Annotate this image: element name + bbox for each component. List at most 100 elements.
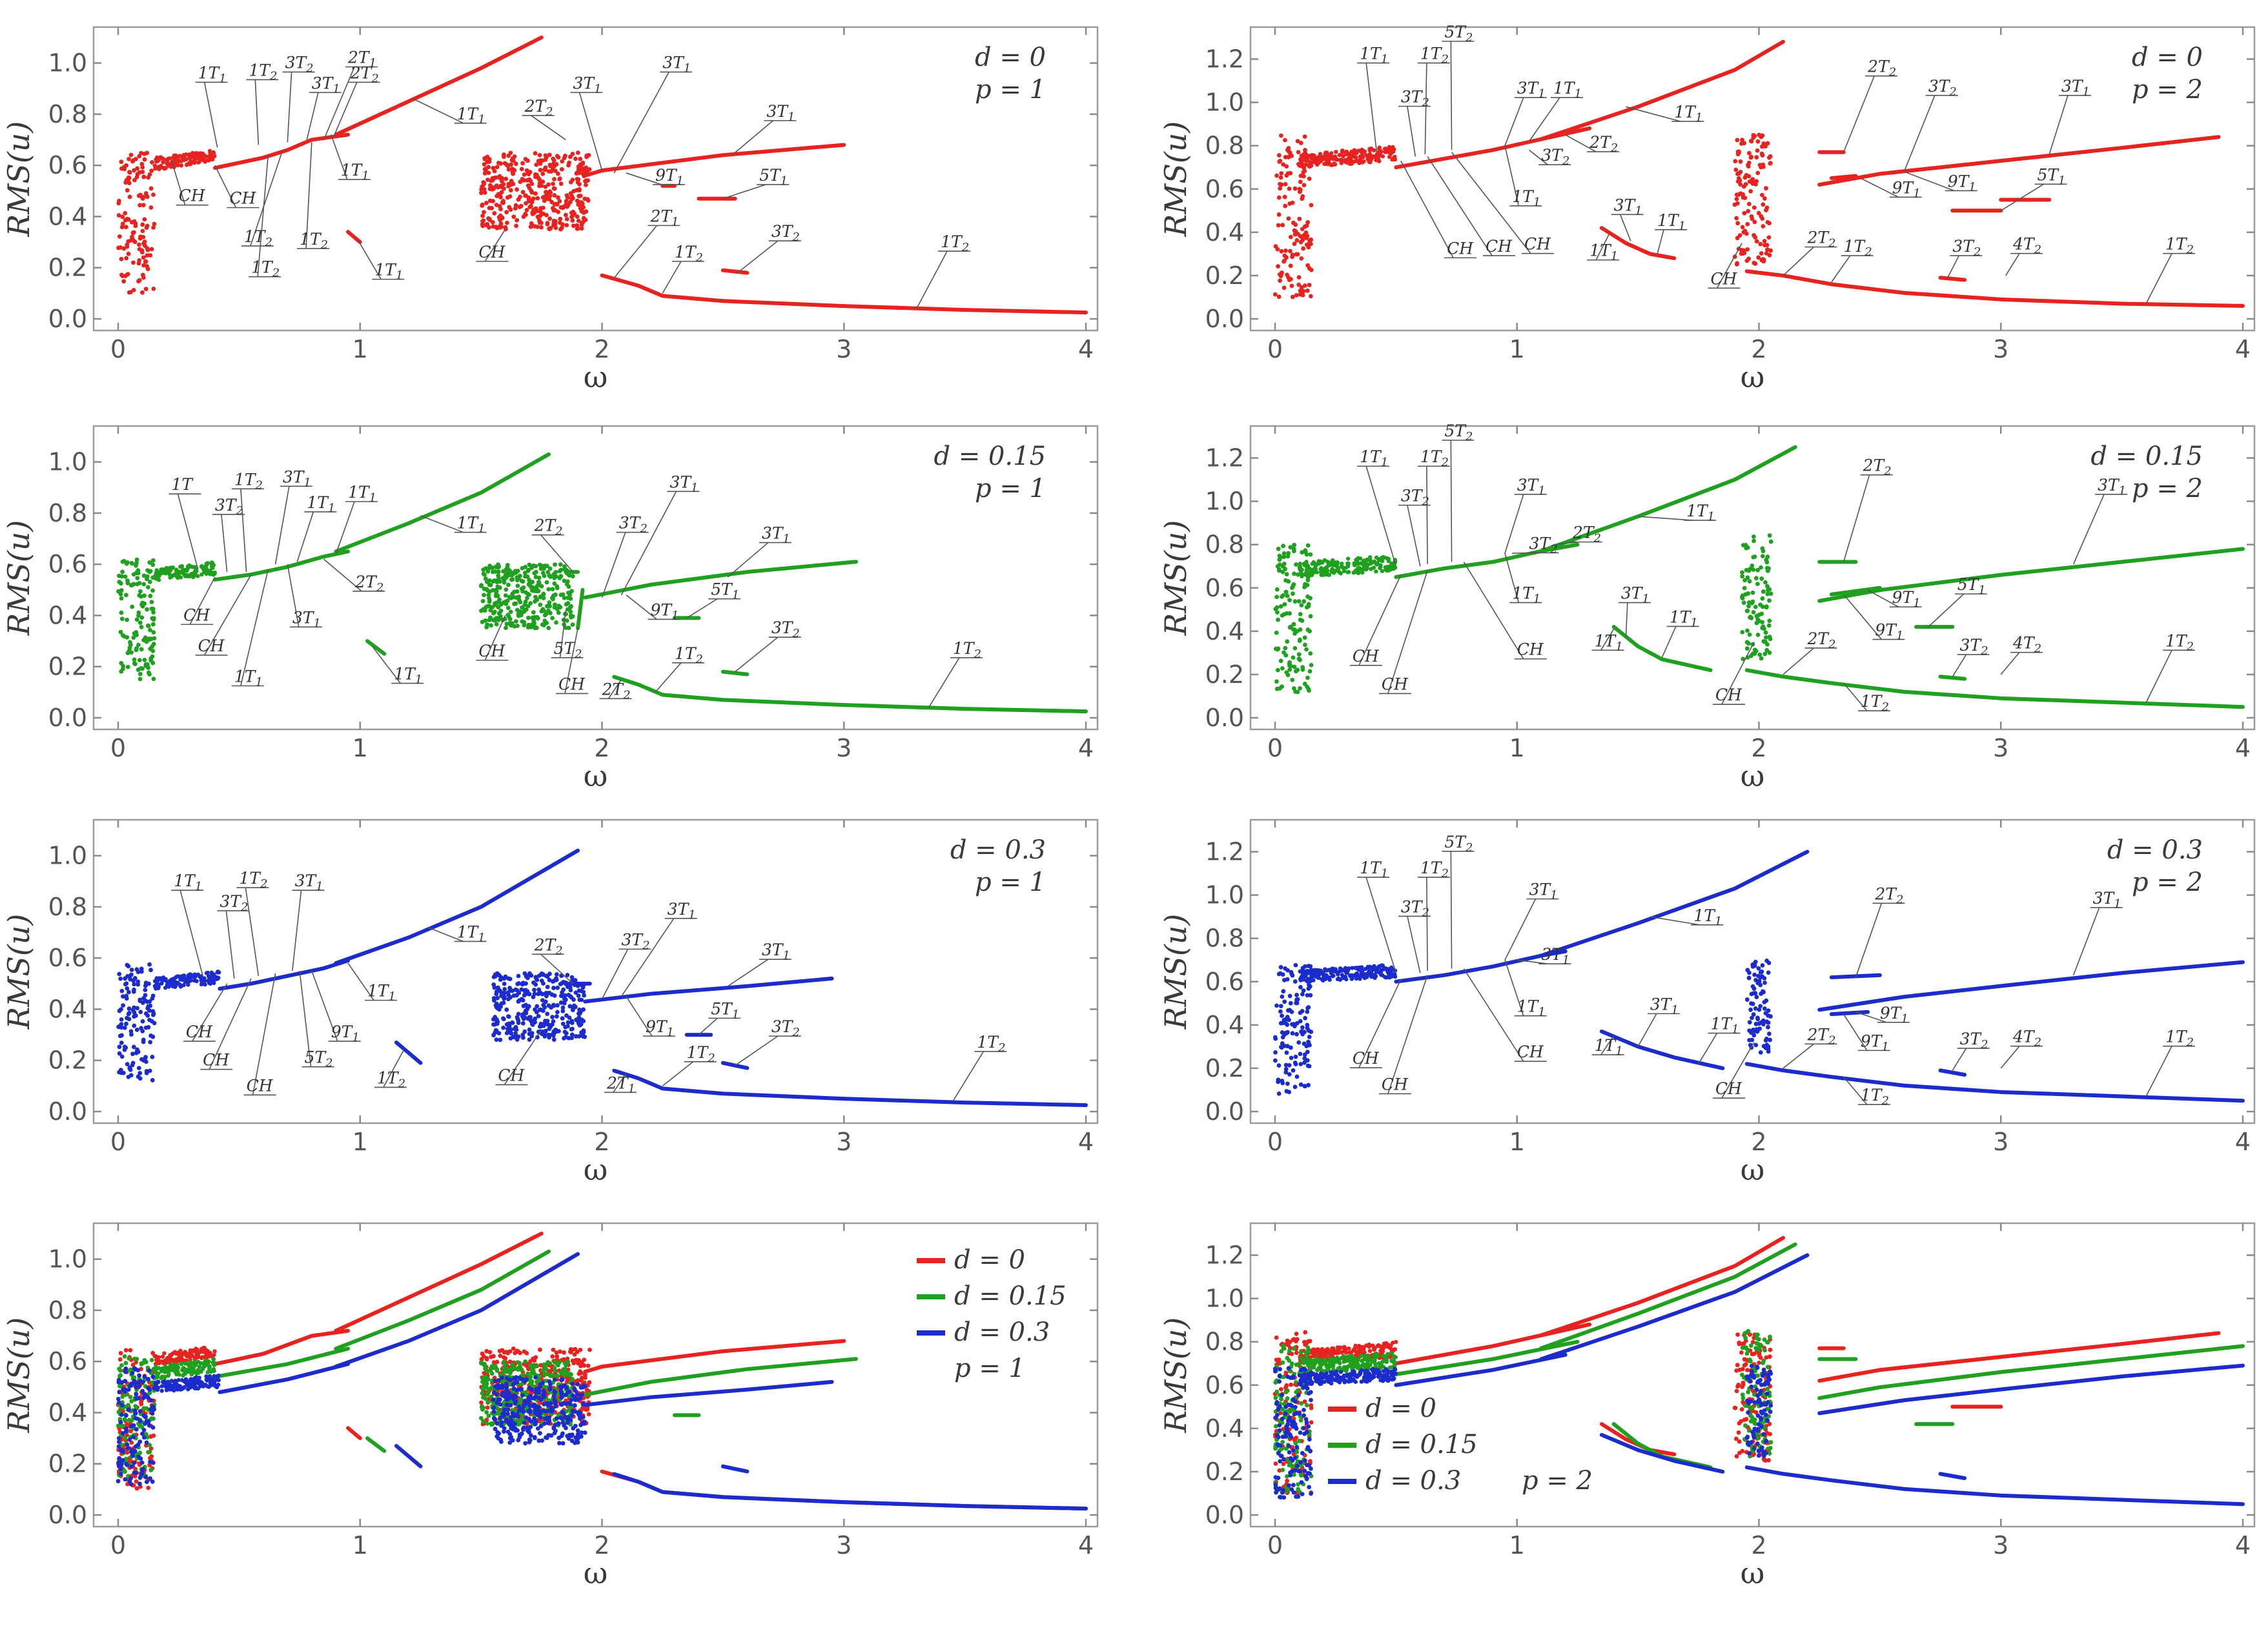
scatter-point [554, 1014, 559, 1019]
annotation-label: CH [247, 1076, 274, 1095]
scatter-point [575, 223, 580, 228]
scatter-point [141, 263, 146, 268]
scatter-point [507, 616, 513, 622]
scatter-point [165, 982, 170, 987]
scatter-point [1283, 203, 1288, 208]
scatter-point [1354, 558, 1358, 562]
x-axis-title: ω [584, 360, 608, 394]
scatter-point [564, 199, 569, 204]
annotation-label: 3T2 [619, 514, 648, 536]
annotation-label: CH [203, 1051, 230, 1070]
scatter-point [132, 987, 136, 992]
y-axis-title: RMS(u) [1, 121, 36, 238]
scatter-point [587, 1347, 592, 1352]
branch-line [212, 549, 351, 582]
annotation-label: 1T2 [1420, 45, 1449, 66]
scatter-point [1343, 966, 1348, 970]
annotation-leader [331, 134, 348, 180]
branch-line [1938, 675, 1967, 681]
scatter-point [136, 1066, 141, 1071]
scatter-point [1292, 186, 1298, 191]
scatter-point [128, 1394, 133, 1399]
scatter-point [1311, 560, 1316, 565]
scatter-point [216, 969, 220, 974]
branch-line [1817, 135, 2221, 187]
scatter-point [1287, 249, 1292, 254]
branch-line [394, 1040, 423, 1065]
scatter-point [148, 1003, 153, 1008]
scatter-point [1284, 1089, 1289, 1093]
y-tick-label: 0.0 [48, 305, 87, 333]
annotation-leader [1365, 466, 1397, 567]
scatter-point [1280, 613, 1285, 618]
scatter-point [547, 216, 552, 221]
scatter-point [533, 569, 538, 574]
annotation-label: 1T2 [2165, 1028, 2194, 1050]
scatter-point [130, 561, 135, 566]
scatter-point [1746, 604, 1751, 609]
scatter-point [489, 178, 493, 183]
x-tick-label: 4 [2235, 734, 2251, 762]
scatter-point [564, 618, 569, 623]
scatter-point [1342, 569, 1347, 573]
scatter-point [135, 1006, 139, 1011]
annotation-label: 3T1 [669, 473, 698, 494]
scatter-point [147, 962, 152, 967]
annotation-label: 3T1 [668, 900, 696, 922]
scatter-point [1345, 157, 1350, 162]
scatter-point [1307, 669, 1313, 674]
annotation-leader [287, 72, 292, 143]
scatter-point [1762, 196, 1767, 201]
scatter-point [1744, 997, 1750, 1002]
branch-annotation: 2T2 [531, 516, 574, 573]
scatter-point [1323, 151, 1327, 156]
annotation-label: 2T2 [354, 573, 383, 595]
branch-annotation: 3T2 [1952, 1030, 1990, 1071]
annotation-label: CH [558, 675, 586, 693]
scatter-point [1305, 234, 1310, 238]
scatter-point [503, 593, 508, 598]
scatter-point [1338, 159, 1343, 163]
annotation-leader [357, 239, 382, 280]
y-tick-label: 0.8 [48, 1296, 87, 1325]
scatter-point [1305, 675, 1310, 680]
branch-annotation: 5T1 [698, 999, 741, 1035]
scatter-point [1752, 972, 1757, 977]
annotation-leader [254, 79, 260, 145]
scatter-point [145, 574, 150, 579]
branch-annotation: 1T1 [331, 134, 371, 183]
x-tick-label: 4 [2235, 335, 2251, 363]
scatter-point [1766, 1031, 1772, 1036]
scatter-point [202, 976, 207, 981]
scatter-point [1368, 554, 1373, 560]
scatter-point [154, 976, 159, 981]
scatter-point [130, 1052, 135, 1057]
scatter-point [140, 165, 145, 170]
annotation-label: 2T2 [1874, 884, 1903, 906]
annotation-label: CH [1517, 640, 1544, 659]
scatter-point [127, 156, 131, 161]
scatter-point [139, 602, 144, 607]
scatter-point [1288, 1001, 1293, 1006]
scatter-point [546, 169, 551, 174]
y-tick-label: 1.2 [1205, 838, 1244, 866]
scatter-point [509, 571, 515, 575]
scatter-point [479, 583, 484, 588]
annotation-label: 3T1 [1650, 995, 1679, 1017]
scatter-point [146, 1485, 151, 1490]
scatter-point [194, 151, 199, 156]
annotation-leader [292, 890, 302, 971]
scatter-point [1755, 139, 1761, 144]
scatter-point [499, 179, 504, 184]
scatter-point [133, 1403, 138, 1408]
annotation-leader [662, 1061, 694, 1086]
annotation-label: 1T1 [1517, 997, 1546, 1019]
annotation-label: 5T1 [759, 166, 788, 188]
branch-annotation: CH [1400, 160, 1477, 259]
branch-annotation: 3T1 [620, 473, 700, 596]
scatter-point [535, 977, 540, 982]
scatter-point [1747, 179, 1752, 184]
scatter-point [567, 160, 571, 165]
scatter-point [496, 985, 500, 990]
branch-annotation: 2T2 [1783, 1025, 1837, 1069]
